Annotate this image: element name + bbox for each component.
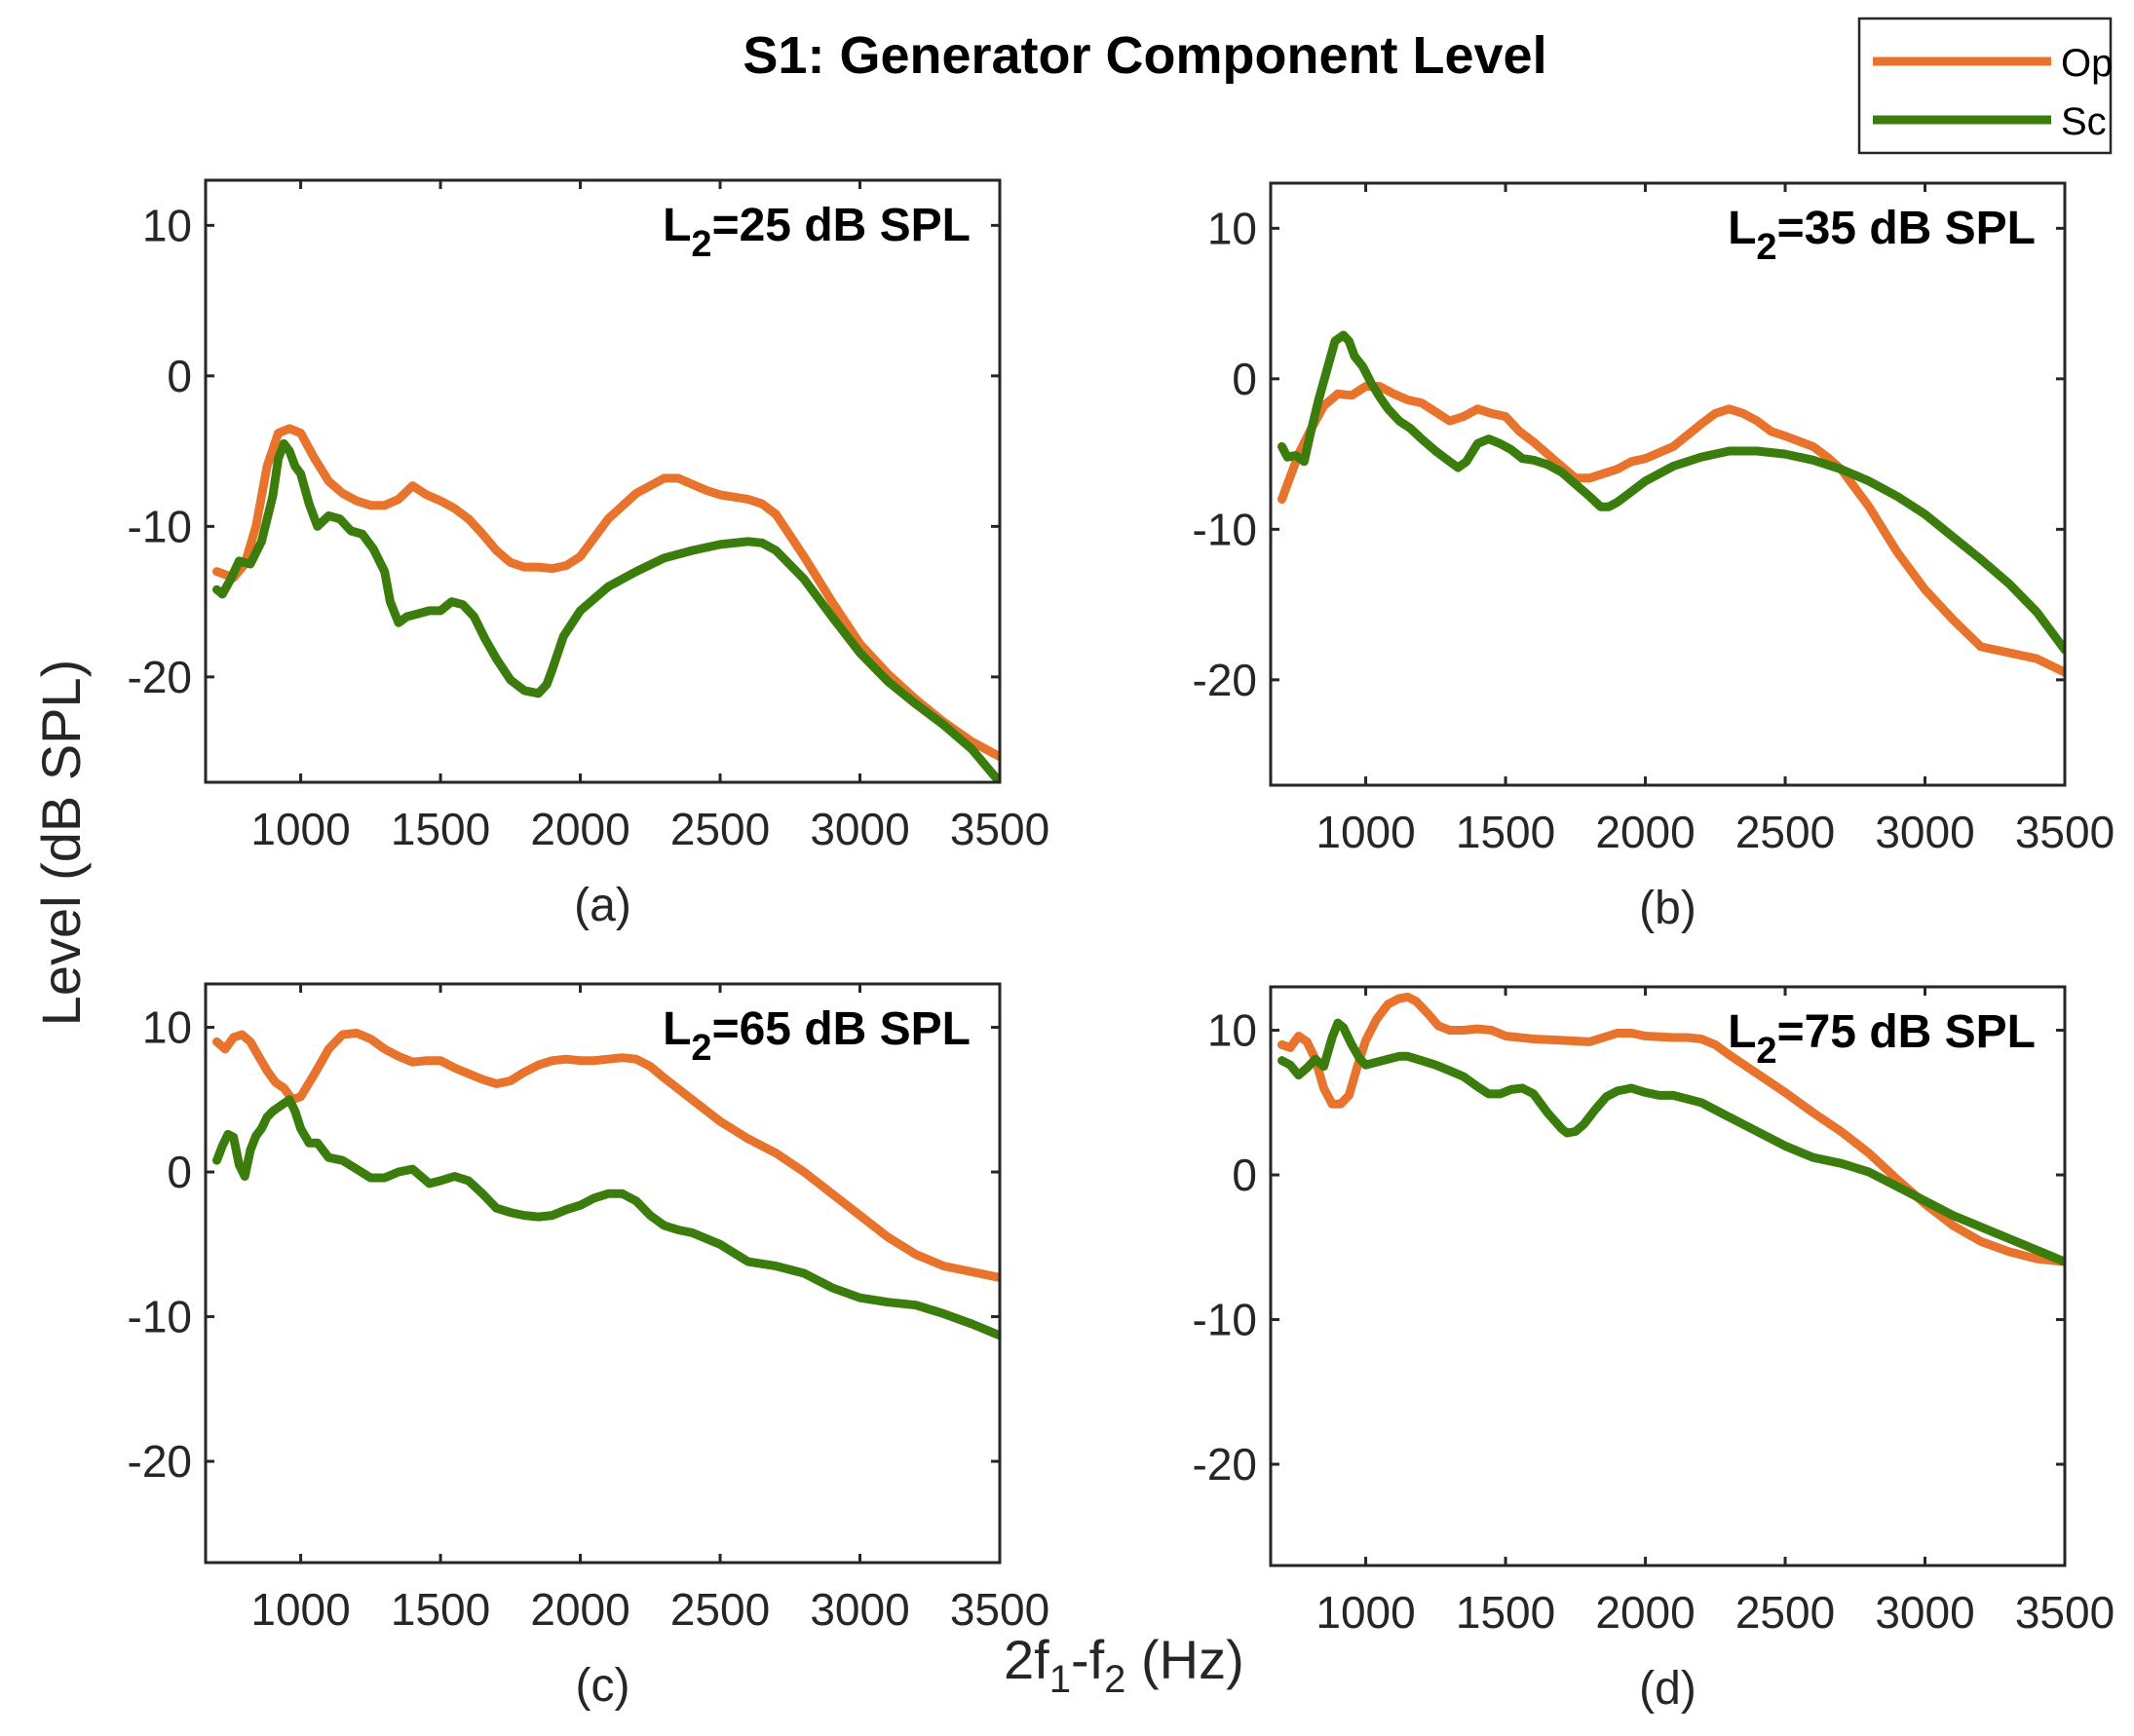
panel-d: 1000 1500 2000 2500 3000 3500 10 0 -10 -20 L2=75 d… xyxy=(1193,985,2115,1715)
x-tick-label-c: 2000 xyxy=(530,1584,629,1635)
x-tick-label-c: 3500 xyxy=(950,1584,1049,1635)
y-tick-label-c: -20 xyxy=(128,1436,192,1487)
series-line-op-c xyxy=(212,1029,1000,1282)
x-tick-label-c: 2500 xyxy=(670,1584,770,1635)
x-tick-label-d: 1000 xyxy=(1315,1587,1415,1638)
series-group-c xyxy=(212,1029,1000,1340)
x-tick-label-b: 2000 xyxy=(1595,807,1695,857)
y-tick-label-a: 10 xyxy=(142,200,192,250)
axes-box-d xyxy=(1269,985,2067,1567)
x-axis-title: 2f1-f2 (Hz) xyxy=(1004,1629,1244,1701)
axes-box-c xyxy=(204,982,1002,1565)
legend: Op Sc xyxy=(1857,17,2113,155)
series-group-b xyxy=(1277,330,2065,677)
figure-title: S1: Generator Component Level xyxy=(743,26,1546,85)
x-tick-label-a: 1000 xyxy=(250,804,350,854)
x-tick-label-a: 3000 xyxy=(810,804,909,854)
level-annotation-c: L2=65 dB SPL xyxy=(663,1003,971,1069)
series-line-sc-c xyxy=(212,1095,1000,1340)
x-tick-label-a: 3500 xyxy=(950,804,1049,854)
level-annotation-d: L2=75 dB SPL xyxy=(1728,1006,2036,1072)
x-tick-label-b: 1000 xyxy=(1315,807,1415,857)
level-annotation-a: L2=25 dB SPL xyxy=(663,200,971,265)
x-tick-label-a: 2500 xyxy=(670,804,770,854)
x-tick-label-d: 2000 xyxy=(1595,1587,1695,1638)
y-tick-label-c: 10 xyxy=(142,1002,192,1053)
x-tick-label-d: 3500 xyxy=(2015,1587,2115,1638)
panel-label-b: (b) xyxy=(1639,883,1696,934)
series-line-op-d xyxy=(1277,992,2065,1266)
y-tick-label-d: 0 xyxy=(1232,1150,1257,1200)
x-tick-label-b: 3000 xyxy=(1875,807,1974,857)
y-tick-label-b: 10 xyxy=(1207,203,1257,253)
legend-label-sc: Sc xyxy=(2061,100,2107,143)
panel-label-d: (d) xyxy=(1639,1663,1696,1715)
y-tick-label-d: -10 xyxy=(1193,1295,1257,1345)
y-tick-label-b: 0 xyxy=(1232,354,1257,404)
x-tick-label-c: 1000 xyxy=(250,1584,350,1635)
legend-label-op: Op xyxy=(2061,42,2113,85)
series-group-d xyxy=(1277,992,2065,1266)
x-tick-label-b: 3500 xyxy=(2015,807,2115,857)
y-axis-title: Level (dB SPL) xyxy=(30,660,92,1027)
y-tick-label-d: -20 xyxy=(1193,1439,1257,1490)
panel-b: 1000 1500 2000 2500 3000 3500 10 0 -10 -20 L2=35 d… xyxy=(1193,181,2115,934)
panel-c: 1000 1500 2000 2500 3000 3500 10 0 -10 -20 L2=65 d… xyxy=(128,982,1049,1712)
x-tick-label-b: 1500 xyxy=(1456,807,1555,857)
x-tick-label-c: 1500 xyxy=(391,1584,490,1635)
x-tick-label-a: 1500 xyxy=(391,804,490,854)
axes-box-b xyxy=(1269,181,2067,787)
y-tick-label-a: 0 xyxy=(167,351,192,401)
panel-label-c: (c) xyxy=(576,1660,630,1712)
x-tick-label-d: 3000 xyxy=(1875,1587,1974,1638)
panel-a: 1000 1500 2000 2500 3000 3500 10 0 -10 -20 L2=25 d… xyxy=(128,178,1049,931)
y-tick-label-a: -10 xyxy=(128,501,192,551)
y-tick-label-c: 0 xyxy=(167,1147,192,1197)
series-line-op-a xyxy=(212,424,1000,762)
series-line-sc-b xyxy=(1277,330,2065,655)
x-tick-label-b: 2500 xyxy=(1735,807,1835,857)
panel-label-a: (a) xyxy=(574,880,631,931)
x-tick-label-c: 3000 xyxy=(810,1584,909,1635)
series-group-a xyxy=(212,424,1000,782)
axes-box-a xyxy=(204,178,1002,784)
y-tick-label-a: -20 xyxy=(128,652,192,702)
level-annotation-b: L2=35 dB SPL xyxy=(1728,203,2036,268)
y-tick-label-c: -10 xyxy=(128,1292,192,1342)
y-tick-label-b: -20 xyxy=(1193,655,1257,705)
series-line-sc-a xyxy=(212,438,1000,782)
y-tick-label-d: 10 xyxy=(1207,1005,1257,1056)
legend-box xyxy=(1857,17,2113,155)
x-tick-label-a: 2000 xyxy=(530,804,629,854)
x-tick-label-d: 1500 xyxy=(1456,1587,1555,1638)
x-tick-label-d: 2500 xyxy=(1735,1587,1835,1638)
series-line-sc-d xyxy=(1277,1018,2065,1266)
y-tick-label-b: -10 xyxy=(1193,504,1257,554)
